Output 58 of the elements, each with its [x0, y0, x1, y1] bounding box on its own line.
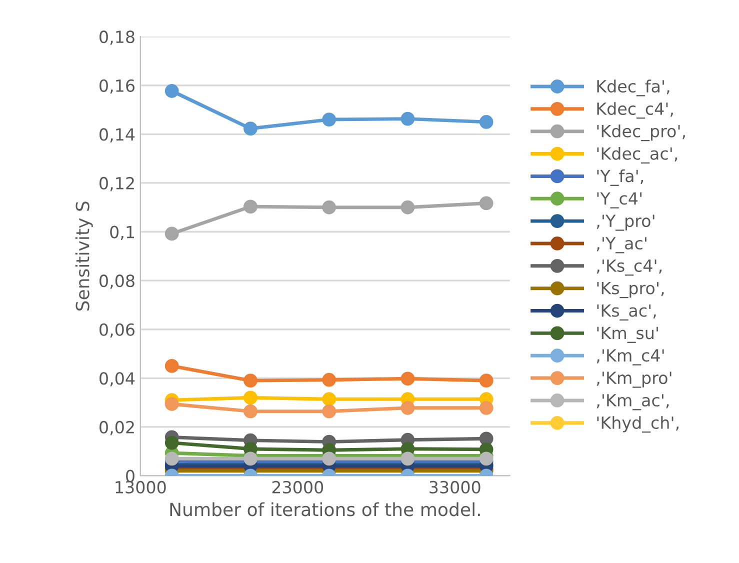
- point: [164, 452, 179, 466]
- legend-label: 'Ks_pro',: [597, 282, 664, 298]
- legend-label: 'Km_su': [597, 326, 658, 343]
- point: [400, 112, 415, 126]
- point: [479, 115, 494, 129]
- point: [164, 226, 179, 241]
- point: [400, 400, 415, 415]
- point: [164, 84, 179, 98]
- x-tick-label: 13000: [116, 480, 166, 494]
- point: [244, 200, 258, 214]
- legend-label: ,'Y_ac': [596, 237, 646, 254]
- point: [244, 452, 258, 466]
- point: [244, 404, 258, 418]
- y-tick-label: 0,02: [100, 420, 134, 436]
- y-tick-label: 0,06: [100, 323, 134, 338]
- legend-label: 'Y_fa',: [597, 169, 644, 186]
- legend-label: 'Y_c4': [597, 192, 642, 208]
- legend-label: 'Kdec_ac',: [597, 146, 678, 164]
- point: [479, 196, 494, 210]
- y-tick-label: 0,04: [100, 372, 135, 386]
- point: [400, 200, 415, 214]
- legend-label: ,'Km_pro': [596, 372, 672, 388]
- y-tick-label: 0,12: [100, 176, 134, 192]
- y-tick-label: 0,16: [100, 79, 134, 94]
- legend-label: ,'Km_c4': [596, 349, 664, 366]
- legend-label: Kdec_c4',: [597, 102, 673, 119]
- legend-label: ,'Ks_c4',: [596, 260, 662, 276]
- point: [400, 452, 415, 466]
- point: [164, 397, 179, 411]
- point: [479, 452, 494, 466]
- point: [244, 122, 258, 136]
- point: [322, 404, 336, 418]
- x-tick-label: 33000: [430, 480, 480, 494]
- x-axis-title: Number of iterations of the model.: [170, 502, 480, 516]
- point: [322, 452, 336, 466]
- point: [164, 359, 179, 373]
- legend-label: 'Kdec_pro',: [597, 124, 685, 142]
- point: [400, 372, 415, 386]
- point: [244, 390, 258, 405]
- point: [322, 112, 336, 126]
- legend-label: ,'Y_pro': [596, 214, 654, 231]
- legend-label: ,'Km_ac',: [596, 394, 669, 410]
- point: [322, 372, 336, 387]
- legend-label: 'Ks_ac',: [597, 304, 656, 321]
- y-tick-label: 0,08: [100, 274, 134, 289]
- y-axis-title: Sensitivity S: [75, 202, 93, 311]
- point: [164, 436, 179, 450]
- y-tick-label: 0,1: [110, 226, 134, 240]
- y-tick-label: 0,18: [100, 30, 134, 45]
- point: [322, 200, 336, 214]
- legend-label: Kdec_fa',: [597, 80, 670, 96]
- point: [322, 392, 336, 406]
- legend-label: 'Khyd_ch',: [597, 416, 678, 433]
- point: [244, 374, 258, 388]
- x-tick-label: 23000: [272, 480, 324, 494]
- point: [479, 374, 494, 388]
- point: [479, 400, 494, 415]
- y-tick-label: 0,14: [100, 128, 135, 142]
